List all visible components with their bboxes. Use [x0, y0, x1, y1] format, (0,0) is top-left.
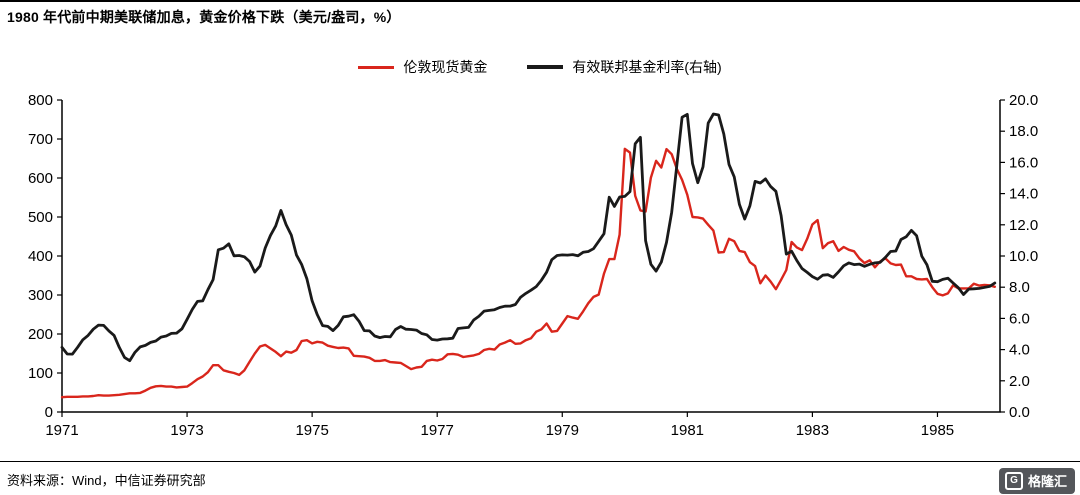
right-axis-tick-label: 6.0 — [1009, 310, 1030, 327]
left-axis-tick-label: 100 — [28, 365, 53, 382]
gold-price-line — [60, 147, 996, 399]
legend-label-fed-funds: 有效联邦基金利率(右轴) — [572, 59, 722, 75]
dual-axis-line-chart: 0 100 200 300 400 500 600 700 800 0.0 2.0 4.0 6.0 8.0… — [28, 92, 1038, 439]
left-axis-tick-label: 300 — [28, 287, 53, 304]
left-axis-tick-label: 0 — [45, 404, 53, 421]
right-axis-tick-label: 2.0 — [1009, 373, 1030, 390]
left-axis-tick-label: 800 — [28, 92, 53, 109]
fed-funds-line-swatch-icon — [527, 65, 564, 69]
right-axis-tick-label: 8.0 — [1009, 279, 1030, 296]
gelonghui-logo: G 格隆汇 — [998, 468, 1075, 494]
right-axis-tick-label: 4.0 — [1009, 342, 1030, 359]
legend-label-gold: 伦敦现货黄金 — [403, 59, 488, 75]
x-axis-tick-label: 1985 — [921, 422, 954, 439]
x-axis-tick-label: 1975 — [295, 422, 328, 439]
x-axis-tick-label: 1979 — [546, 422, 579, 439]
footer-divider — [0, 461, 1080, 462]
legend-item-fed-funds: 有效联邦基金利率(右轴) — [527, 57, 722, 77]
x-axis-tick-label: 1977 — [421, 422, 454, 439]
legend: 伦敦现货黄金 有效联邦基金利率(右轴) — [0, 57, 1080, 77]
left-axis-tick-label: 600 — [28, 170, 53, 187]
right-axis-tick-label: 16.0 — [1009, 154, 1038, 171]
right-axis-tick-label: 14.0 — [1009, 186, 1038, 203]
left-axis-tick-label: 400 — [28, 248, 53, 265]
right-axis-tick-label: 12.0 — [1009, 217, 1038, 234]
gelonghui-logo-mark-icon: G — [1004, 471, 1023, 490]
chart-title: 1980 年代前中期美联储加息，黄金价格下跌（美元/盎司，%） — [7, 9, 401, 25]
right-axis-tick-label: 10.0 — [1009, 248, 1038, 265]
x-axis-tick-label: 1981 — [671, 422, 704, 439]
right-axis-tick-label: 20.0 — [1009, 92, 1038, 109]
gelonghui-logo-text: 格隆汇 — [1027, 474, 1067, 489]
source-note: 资料来源：Wind，中信证券研究部 — [7, 473, 206, 488]
left-axis-tick-label: 200 — [28, 326, 53, 343]
x-axis-tick-label: 1983 — [796, 422, 829, 439]
top-divider — [0, 0, 1080, 2]
right-axis-tick-label: 18.0 — [1009, 123, 1038, 140]
left-axis-tick-label: 700 — [28, 131, 53, 148]
right-axis-tick-label: 0.0 — [1009, 404, 1030, 421]
x-axis-tick-label: 1973 — [170, 422, 203, 439]
left-axis-tick-label: 500 — [28, 209, 53, 226]
x-axis-tick-label: 1971 — [45, 422, 78, 439]
fed-funds-rate-line — [60, 112, 997, 363]
gold-line-swatch-icon — [358, 65, 395, 69]
legend-item-gold: 伦敦现货黄金 — [358, 57, 487, 77]
